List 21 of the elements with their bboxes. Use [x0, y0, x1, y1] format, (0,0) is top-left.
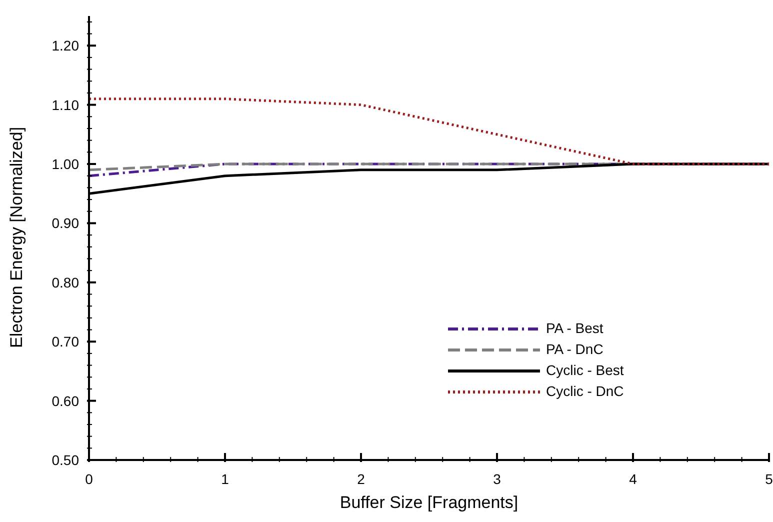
y-tick-label: 0.50	[52, 452, 80, 468]
y-tick-label: 1.20	[52, 38, 80, 54]
x-tick-label: 2	[357, 471, 366, 487]
y-axis-title: Electron Energy [Normalized]	[7, 126, 26, 348]
legend-label: Cyclic - DnC	[546, 382, 624, 401]
x-tick-label: 0	[85, 471, 94, 487]
x-tick-label: 3	[493, 471, 502, 487]
y-tick-label: 1.00	[52, 156, 80, 172]
y-tick-label: 0.90	[52, 215, 80, 232]
y-tick-label: 1.10	[52, 96, 80, 113]
y-tick-label: 0.70	[52, 334, 80, 350]
legend-label: Cyclic - Best	[546, 361, 624, 380]
x-tick-label: 1	[221, 471, 230, 487]
y-tick-label: 0.60	[52, 392, 80, 409]
x-tick-label: 4	[629, 471, 638, 487]
line-series	[89, 98, 769, 166]
y-tick-label: 0.80	[52, 274, 80, 290]
x-axis-title: Buffer Size [Fragments]	[340, 493, 518, 512]
x-tick-label: 5	[765, 471, 773, 487]
legend-label: PA - Best	[546, 319, 604, 338]
legend-label: PA - DnC	[546, 340, 604, 359]
